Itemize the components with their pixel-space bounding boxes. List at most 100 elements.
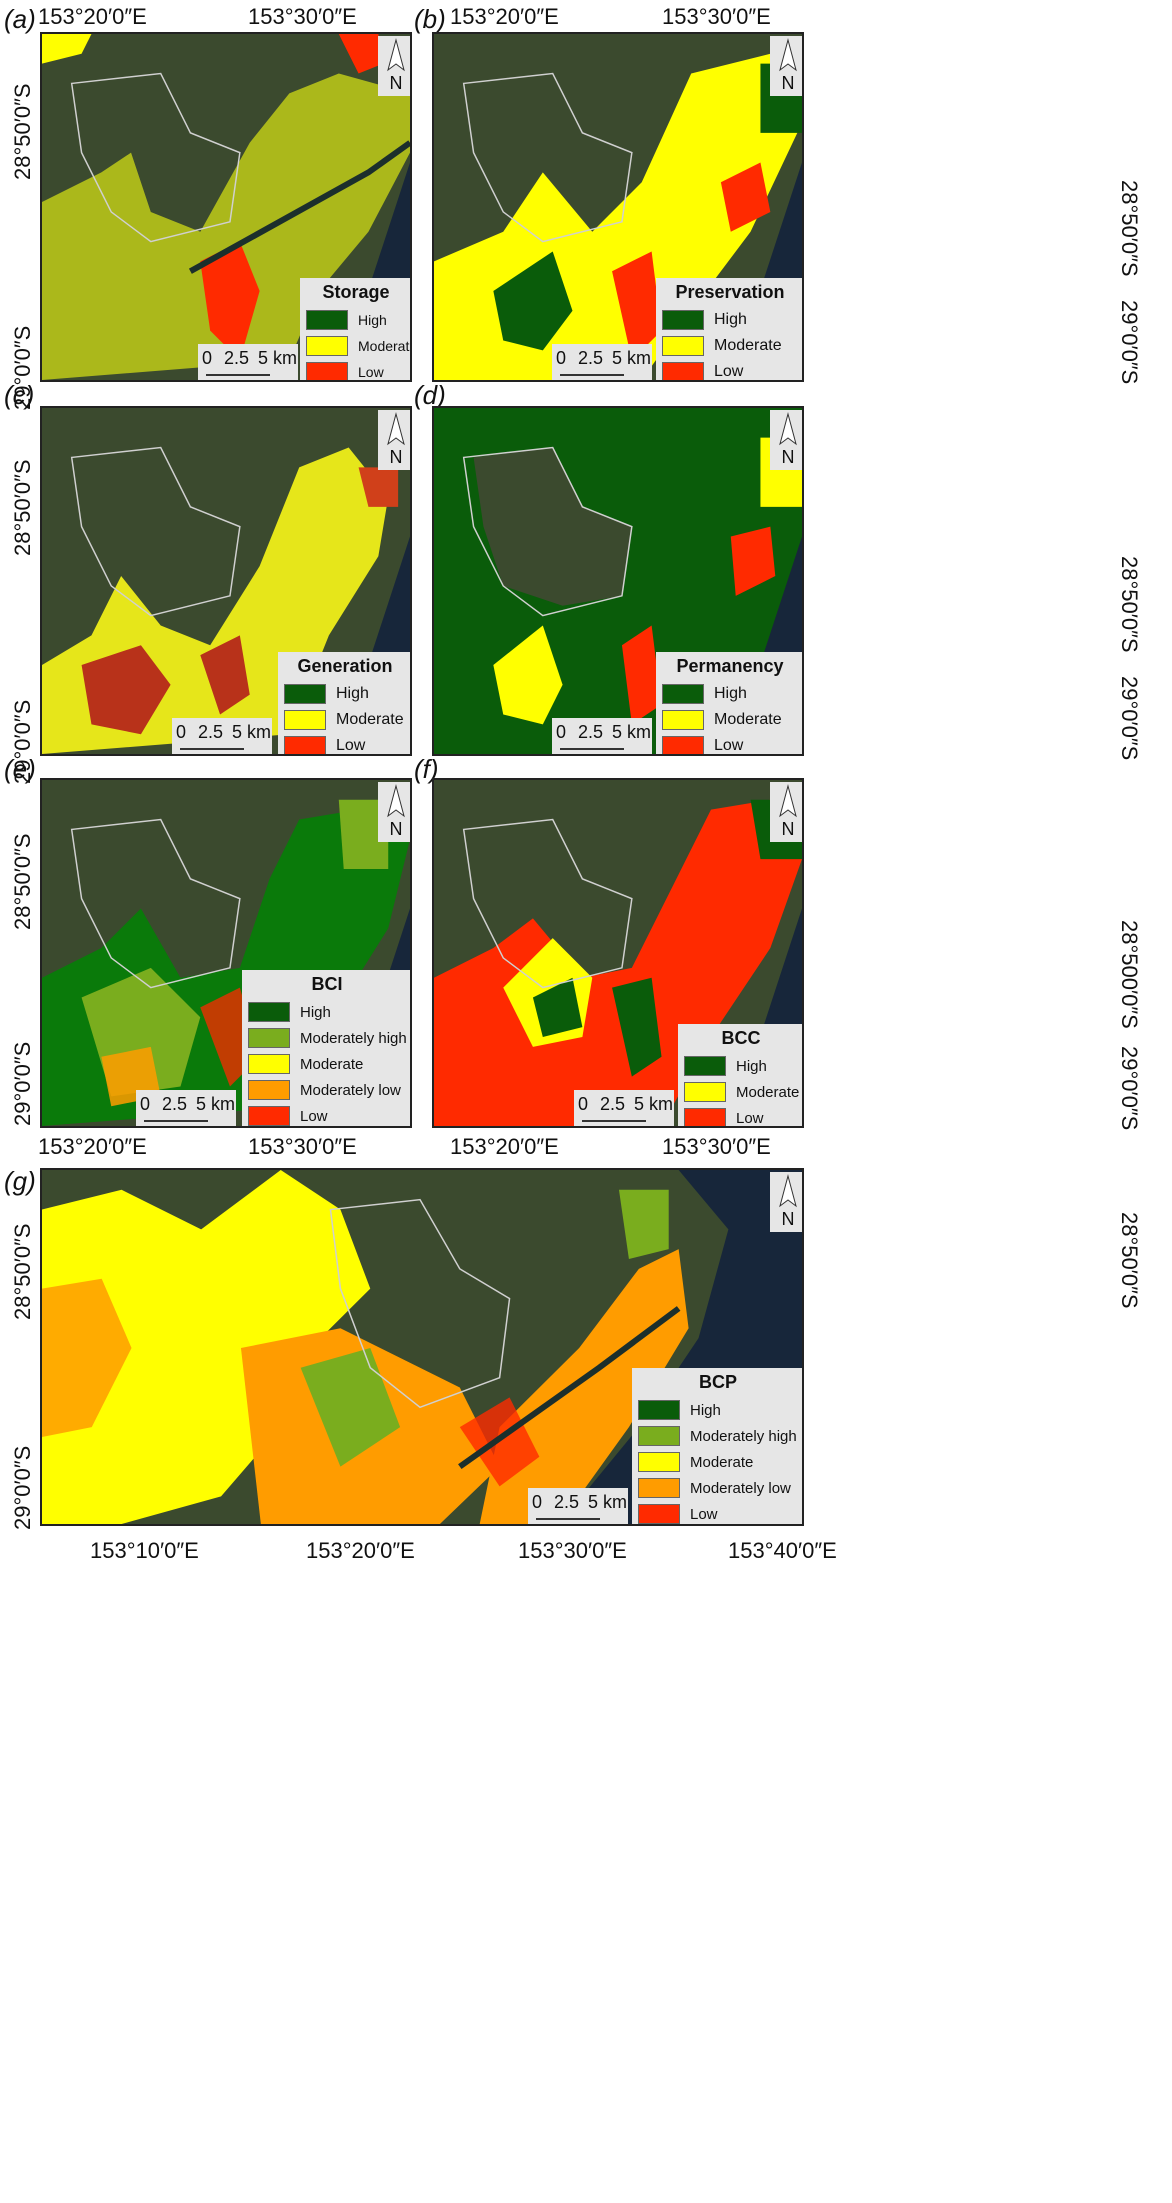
lat-label-f2: 29°0′0″S	[1117, 1046, 1142, 1131]
scale-bar: 0 2.5 5 km	[198, 344, 298, 380]
panel-label-a: (a)	[4, 4, 36, 34]
lon-label-bottom-g3: 153°30′0″E	[518, 1538, 627, 1563]
legend-swatch-low	[662, 736, 704, 754]
north-arrow-icon	[779, 412, 797, 446]
legend-swatch-low	[662, 362, 704, 380]
legend-swatch-low	[684, 1108, 726, 1126]
map-image	[434, 34, 802, 380]
legend-swatch-moderate	[684, 1082, 726, 1102]
scale-bar: 0 2.5 5 km	[574, 1090, 674, 1126]
lon-label-bottom-g4: 153°40′0″E	[728, 1538, 837, 1563]
map-panel-bci: N BCI High Moderately high Moderate Mode…	[40, 778, 412, 1128]
legend-label: Low	[358, 364, 384, 380]
legend-bci: BCI High Moderately high Moderate Modera…	[242, 970, 410, 1126]
panel-label-e: (e)	[4, 754, 36, 784]
north-arrow-icon	[779, 784, 797, 818]
legend-title: Permanency	[676, 656, 784, 676]
lat-label-d2: 29°0′0″S	[1117, 676, 1142, 761]
lat-label-c1: 28°50′0″S	[10, 459, 35, 556]
legend-swatch-high	[662, 310, 704, 330]
legend-swatch-moderate	[306, 336, 348, 356]
lat-label-d1: 28°50′0″S	[1117, 556, 1142, 653]
north-arrow: N	[770, 410, 802, 470]
legend-label: Moderate	[714, 337, 782, 354]
legend-swatch-high	[248, 1002, 290, 1022]
lat-label-g2: 29°0′0″S	[10, 1445, 35, 1530]
legend-swatch-low	[284, 736, 326, 754]
legend-label: Moderately high	[690, 1427, 797, 1445]
scale-bar: 0 2.5 5 km	[552, 718, 652, 754]
north-arrow: N	[770, 1172, 802, 1232]
north-arrow: N	[378, 782, 410, 842]
lon-label-mid-f2: 153°30′0″E	[662, 1134, 771, 1159]
lon-label-bottom-g2: 153°20′0″E	[306, 1538, 415, 1563]
north-arrow-icon	[387, 38, 405, 72]
map-image	[42, 34, 410, 380]
legend-swatch-moderately-low	[248, 1080, 290, 1100]
legend-permanency: Permanency High Moderate Low	[656, 652, 802, 754]
map-panel-permanency: N Permanency High Moderate Low 0 2.5 5 k…	[432, 406, 804, 756]
lon-label-top-a1: 153°20′0″E	[38, 4, 147, 29]
lon-label-mid-f1: 153°20′0″E	[450, 1134, 559, 1159]
legend-label: Low	[736, 1109, 764, 1127]
legend-swatch-high	[684, 1056, 726, 1076]
lon-label-top-a2: 153°30′0″E	[248, 4, 357, 29]
legend-swatch-moderately-high	[638, 1426, 680, 1446]
lon-label-mid-e2: 153°30′0″E	[248, 1134, 357, 1159]
lat-label-a1: 28°50′0″S	[10, 83, 35, 180]
scale-bar: 0 2.5 5 km	[528, 1488, 628, 1524]
legend-swatch-low	[248, 1106, 290, 1126]
legend-title: Storage	[322, 282, 390, 302]
legend-title: BCP	[698, 1372, 737, 1392]
legend-bcc: BCC High Moderate Low	[678, 1024, 802, 1127]
legend-label: Low	[300, 1107, 328, 1125]
legend-generation: Generation High Moderate Low	[278, 652, 410, 754]
north-arrow: N	[378, 36, 410, 96]
north-arrow: N	[378, 410, 410, 470]
legend-swatch-high	[284, 684, 326, 704]
legend-preservation: Preservation High Moderate Low	[656, 278, 802, 380]
legend-label: High	[714, 311, 747, 328]
legend-title: Generation	[297, 656, 393, 676]
map-panel-generation: N Generation High Moderate Low 0 2.5 5 k…	[40, 406, 412, 756]
legend-swatch-high	[662, 684, 704, 704]
scale-bar: 0 2.5 5 km	[172, 718, 272, 754]
north-arrow-icon	[779, 38, 797, 72]
legend-title: BCI	[311, 974, 343, 994]
legend-label: Low	[714, 737, 744, 754]
legend-swatch-moderate	[662, 710, 704, 730]
panel-label-b: (b)	[414, 4, 446, 34]
scale-bar: 0 2.5 5 km	[552, 344, 652, 380]
legend-swatch-moderate	[662, 336, 704, 356]
legend-swatch-moderate	[248, 1054, 290, 1074]
map-panel-storage: N Storage High Moderate Low 0 2.5 5 km	[40, 32, 412, 382]
panel-label-g: (g)	[4, 1166, 36, 1196]
legend-swatch-low	[306, 362, 348, 380]
north-arrow: N	[770, 36, 802, 96]
legend-label: Moderate	[714, 711, 782, 728]
north-arrow-icon	[779, 1174, 797, 1208]
legend-swatch-moderately-low	[638, 1478, 680, 1498]
legend-label: High	[714, 685, 747, 702]
map-image	[434, 408, 802, 754]
legend-bcp: BCP High Moderately high Moderate Modera…	[632, 1368, 802, 1524]
legend-label: Low	[714, 363, 744, 380]
legend-label: Low	[336, 737, 366, 754]
lat-label-f1: 28°500′0″S	[1117, 920, 1142, 1029]
legend-label: Moderate	[300, 1055, 364, 1073]
lat-label-g1: 28°50′0″S	[10, 1223, 35, 1320]
legend-label: High	[736, 1057, 767, 1075]
legend-label: High	[690, 1401, 721, 1419]
legend-label: High	[336, 685, 369, 702]
legend-label: Moderately low	[690, 1479, 791, 1497]
north-arrow-icon	[387, 412, 405, 446]
lon-label-bottom-g1: 153°10′0″E	[90, 1538, 199, 1563]
legend-label: Moderate	[336, 711, 404, 728]
legend-swatch-moderate	[638, 1452, 680, 1472]
lon-label-mid-e1: 153°20′0″E	[38, 1134, 147, 1159]
legend-swatch-low	[638, 1504, 680, 1524]
lat-label-b2: 29°0′0″S	[1117, 300, 1142, 385]
legend-swatch-high	[638, 1400, 680, 1420]
panel-label-d: (d)	[414, 380, 446, 410]
map-panel-preservation: N Preservation High Moderate Low 0 2.5 5…	[432, 32, 804, 382]
